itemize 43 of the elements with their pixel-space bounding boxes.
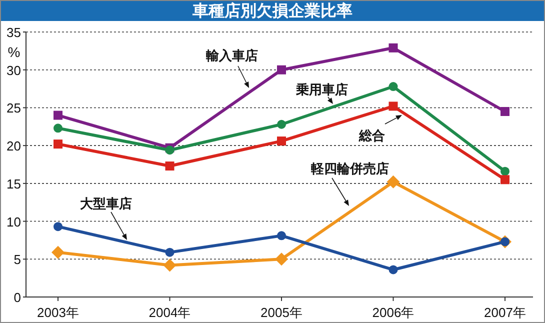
x-tick-label: 2006年 (372, 305, 414, 320)
x-tick-label: 2003年 (37, 305, 79, 320)
x-tick-label: 2005年 (260, 305, 302, 320)
x-tick-label: 2004年 (148, 305, 191, 320)
point (54, 110, 62, 120)
y-tick-label: 35 (6, 25, 21, 40)
x-tick-label: 2007年 (484, 305, 526, 320)
y-tick-label: 15 (6, 176, 21, 192)
point (165, 146, 174, 155)
series-label: 乗用車店 (295, 82, 348, 97)
y-axis-title: % (8, 44, 20, 60)
point (54, 140, 62, 149)
point (388, 102, 398, 111)
point (388, 82, 398, 92)
y-tick-label: 30 (6, 62, 21, 78)
y-tick-label: 10 (6, 214, 21, 230)
point (386, 175, 400, 188)
point (163, 258, 176, 272)
point (54, 124, 62, 133)
title-banner: 車種店別欠損企業比率 (1, 1, 544, 21)
point (277, 231, 286, 240)
y-tick-label: 25 (6, 100, 21, 116)
y-tick-label: 20 (6, 138, 21, 154)
point (165, 248, 174, 257)
point (277, 65, 286, 74)
point (500, 166, 510, 176)
point (275, 252, 288, 266)
point (165, 162, 174, 171)
y-tick-label: 0 (14, 290, 21, 305)
point (54, 222, 62, 232)
y-tick-label: 5 (14, 252, 21, 268)
point (52, 246, 64, 259)
point (277, 136, 286, 146)
point (500, 107, 510, 116)
point (277, 120, 286, 129)
point (500, 175, 510, 184)
point (388, 265, 398, 274)
series-label: 軽四輪併売店 (310, 161, 389, 176)
chart-title: 車種店別欠損企業比率 (192, 1, 352, 20)
series-label: 大型車店 (80, 196, 132, 211)
series-label: 輸入車店 (205, 48, 258, 63)
point (388, 43, 398, 52)
series-label: 総合 (358, 128, 385, 143)
